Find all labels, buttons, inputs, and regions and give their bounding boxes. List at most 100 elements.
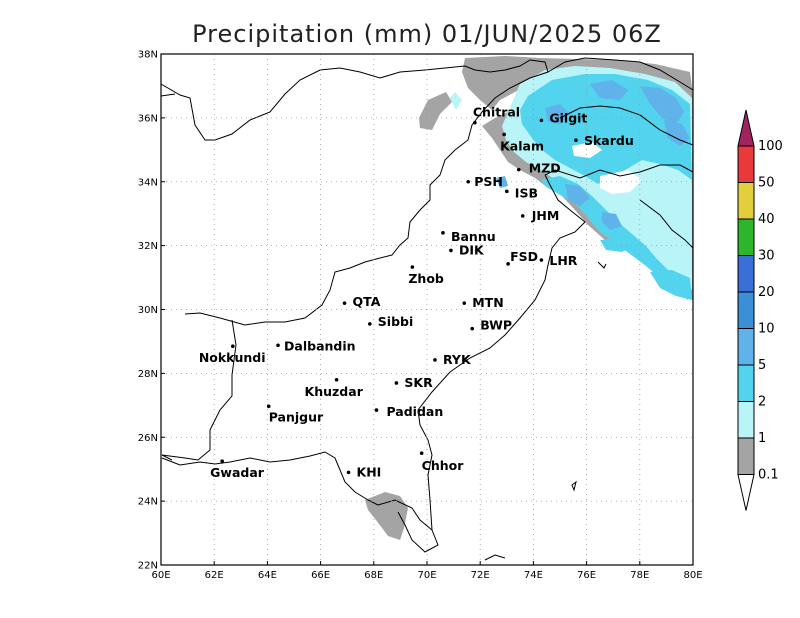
city-dot [220,459,224,464]
city-isb: ISB [505,185,538,200]
city-dot [410,265,415,269]
city-label: Kalam [500,138,544,153]
lon-tick-label: 74E [524,570,543,581]
city-dot [346,470,351,475]
city-label: KHI [357,464,382,479]
legend-label: 0.1 [758,468,779,483]
lat-tick-label: 28N [138,369,158,380]
legend-swatch [737,291,755,329]
city-padidan: Padidan [374,404,443,419]
city-gilgit: Gilgit [539,110,587,125]
legend-label: 50 [758,176,775,191]
colorbar-legend: 100 50 40 30 20 10 5 2 1 0.1 [737,109,783,511]
city-bwp: BWP [470,318,512,333]
city-label: Sibbi [378,314,413,329]
legend-label: 1 [758,431,766,446]
city-dot [342,301,347,305]
chart-title: Precipitation (mm) 01/JUN/2025 06Z [192,20,662,48]
legend-swatch [737,437,755,475]
lat-tick-label: 30N [138,305,158,316]
city-dot [539,258,544,262]
city-label: LHR [549,253,577,268]
legend-label: 40 [758,212,775,227]
city-dot [368,322,372,326]
city-skr: SKR [394,375,433,390]
lat-tick-label: 34N [138,177,158,188]
city-fsd: FSD [506,249,538,266]
lon-tick-label: 76E [577,570,596,581]
city-label: MTN [472,295,503,310]
lon-tick-label: 78E [630,570,649,581]
city-dot [374,408,379,412]
legend-swatch [737,401,755,439]
lon-tick-label: 60E [151,570,170,581]
city-markers: Chitral Gilgit Kalam Skardu MZD PSH ISB JHM Bann… [199,105,634,481]
lon-tick-label: 72E [471,570,490,581]
city-sibbi: Sibbi [368,314,413,329]
map-frame: 38N 36N 34N 32N 30N 28N 26N 24N 22N 60E 62E 64E 66E… [138,50,703,582]
city-skardu: Skardu [574,133,634,148]
city-label: QTA [353,294,381,309]
lon-tick-label: 64E [258,570,277,581]
city-label: Gwadar [210,465,265,480]
city-ryk: RYK [433,352,472,367]
legend-swatch [737,182,755,220]
city-dot [502,132,506,137]
city-dot [473,120,477,125]
city-chitral: Chitral [473,105,520,125]
city-gwadar: Gwadar [210,459,265,480]
city-dot [574,138,578,143]
lat-tick-label: 26N [138,433,158,444]
legend-label: 5 [758,358,766,373]
city-label: DIK [459,242,485,257]
city-dot [334,377,339,382]
lon-tick-label: 70E [417,570,436,581]
city-dalbandin: Dalbandin [276,338,356,353]
city-label: Panjgur [269,409,324,424]
city-label: JHM [531,208,560,223]
legend-swatch [737,145,755,183]
lat-tick-label: 24N [138,497,158,508]
lat-tick-label: 32N [138,241,158,252]
city-dot [520,214,525,218]
city-dot [539,118,544,123]
lon-tick-label: 80E [683,570,702,581]
city-label: Chhor [422,458,465,473]
city-dot [276,343,280,348]
city-label: Gilgit [549,110,587,125]
lat-tick-label: 38N [138,50,158,61]
city-lhr: LHR [539,253,578,268]
city-dot [470,326,475,331]
legend-swatch [737,328,755,366]
legend-label: 2 [758,395,766,410]
precip-shading [365,56,693,540]
city-label: Bannu [451,229,496,244]
city-label: Dalbandin [284,338,356,353]
city-bannu: Bannu [441,229,496,244]
city-khi: KHI [346,464,382,479]
legend-bottom-arrow [737,474,755,511]
city-label: PSH [474,174,503,189]
city-dot [506,262,510,266]
legend-label: 10 [758,322,775,337]
city-dot [419,451,424,456]
longitude-labels: 60E 62E 64E 66E 68E 70E 72E 74E 76E 78E 80E [151,561,703,581]
city-label: RYK [443,352,472,367]
city-label: MZD [529,161,561,176]
latitude-labels: 38N 36N 34N 32N 30N 28N 26N 24N 22N [138,50,165,572]
city-khuzdar: Khuzdar [305,377,364,399]
city-label: Padidan [386,404,443,419]
city-dot [462,301,467,305]
city-label: Nokkundi [199,350,266,365]
city-label: BWP [480,318,512,333]
city-dot [466,179,471,184]
legend-label: 20 [758,285,775,300]
city-label: Chitral [473,105,520,120]
city-label: Zhob [408,271,444,286]
legend-swatch [737,364,755,402]
city-jhm: JHM [520,208,560,223]
city-dot [441,231,445,235]
city-label: FSD [510,249,538,264]
city-label: SKR [404,375,433,390]
